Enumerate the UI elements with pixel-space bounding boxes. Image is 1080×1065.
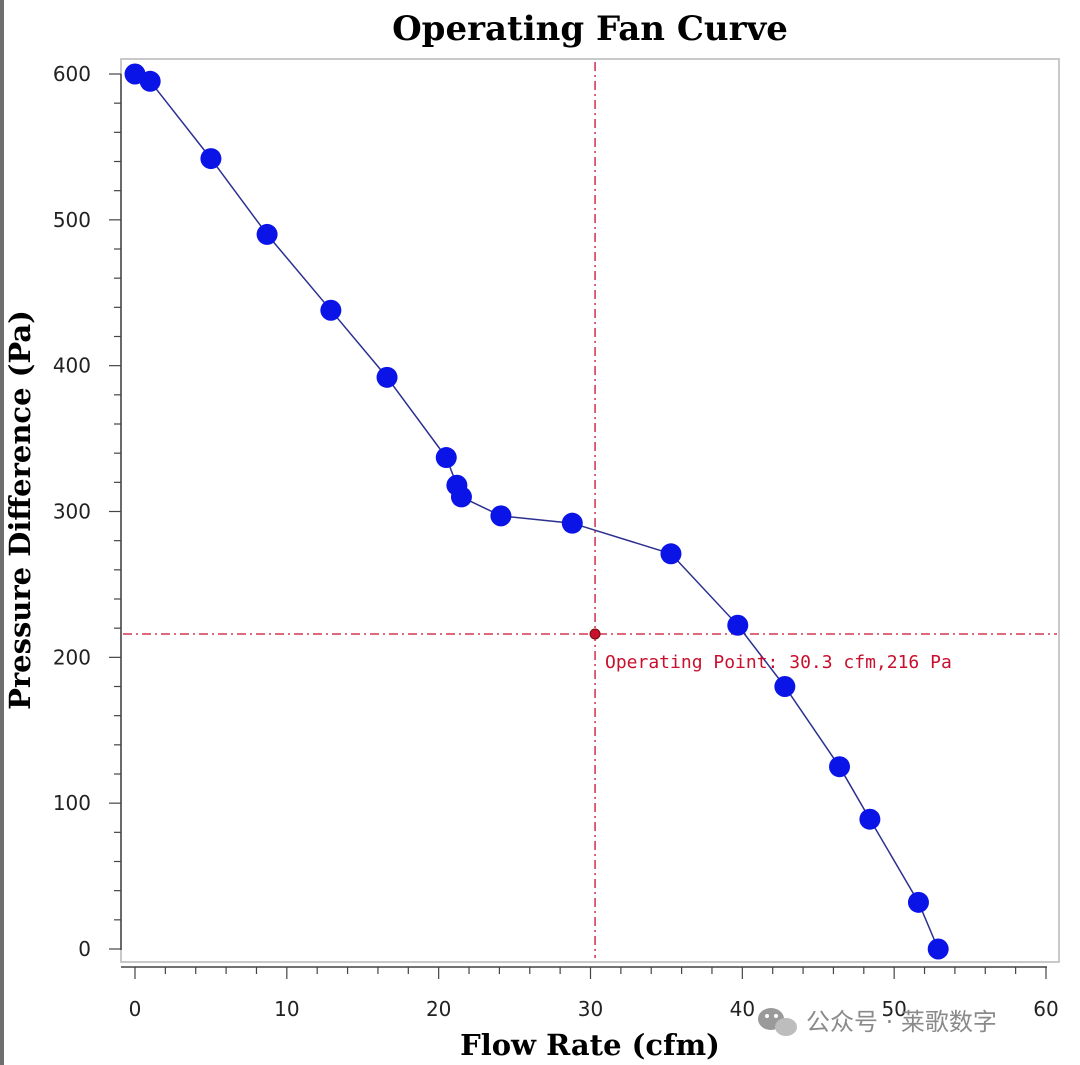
wechat-icon	[758, 1008, 797, 1036]
x-tick-label: 40	[730, 997, 755, 1021]
window-edge	[0, 0, 4, 1065]
data-point	[450, 486, 472, 508]
data-point	[660, 543, 682, 565]
x-tick-label: 50	[881, 997, 906, 1021]
data-point	[435, 447, 457, 469]
data-point	[727, 614, 749, 636]
data-point	[376, 366, 398, 388]
plot-frame	[120, 58, 1060, 963]
data-point	[320, 299, 342, 321]
chart-title: Operating Fan Curve	[392, 9, 788, 49]
watermark-text: 公众号 · 莱歌数字	[806, 1008, 997, 1036]
data-point	[490, 505, 512, 527]
operating-point: Operating Point: 30.3 cfm,216 Pa	[589, 628, 952, 673]
data-point	[927, 938, 949, 960]
y-tick-label: 500	[53, 208, 91, 232]
data-point	[139, 70, 161, 92]
watermark: 公众号 · 莱歌数字	[758, 1008, 997, 1036]
y-tick-label: 300	[53, 500, 91, 524]
data-point	[200, 148, 222, 170]
y-tick-label: 600	[53, 62, 91, 86]
y-tick-label: 400	[53, 354, 91, 378]
x-tick-label: 60	[1033, 997, 1058, 1021]
data-point	[859, 808, 881, 830]
fan-curve-series	[124, 63, 949, 960]
operating-crosshair	[123, 62, 1057, 958]
x-tick-label: 10	[274, 997, 299, 1021]
x-tick-label: 0	[129, 997, 142, 1021]
y-tick-label: 0	[78, 937, 91, 961]
operating-point-label: Operating Point: 30.3 cfm,216 Pa	[605, 652, 952, 673]
operating-point-marker	[589, 628, 601, 640]
data-point	[774, 676, 796, 697]
y-axis-title: Pressure Difference (Pa)	[3, 310, 37, 710]
x-axis-title: Flow Rate (cfm)	[460, 1028, 720, 1062]
y-tick-label: 200	[53, 645, 91, 669]
data-point	[907, 891, 929, 913]
y-tick-label: 100	[53, 791, 91, 815]
x-tick-label: 20	[426, 997, 451, 1021]
data-point	[256, 223, 278, 245]
x-tick-label: 30	[578, 997, 603, 1021]
data-point	[829, 756, 851, 778]
data-point	[561, 512, 583, 534]
